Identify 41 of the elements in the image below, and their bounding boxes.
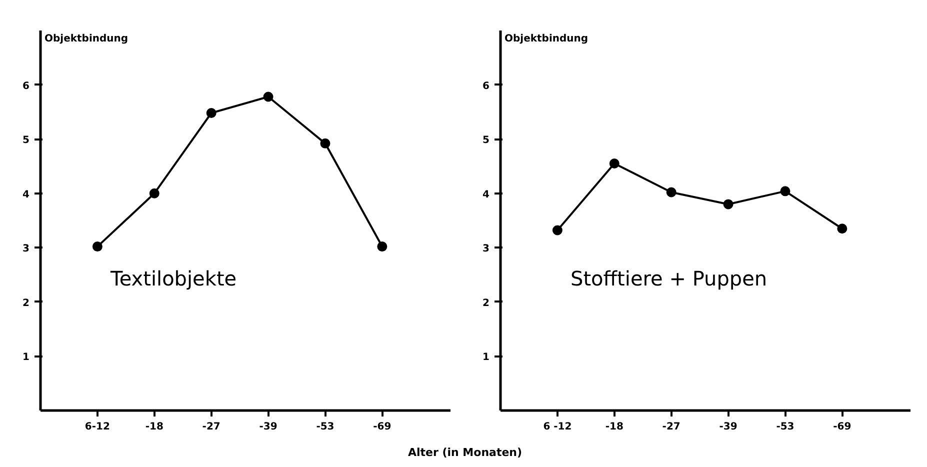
point (552, 225, 562, 236)
point (837, 224, 848, 234)
point (666, 187, 676, 198)
x-tick-label: -18 (145, 422, 164, 432)
y-tick-label: 4 (482, 189, 490, 200)
y-tick-label: 3 (482, 244, 490, 255)
y-tick-label: 4 (22, 189, 30, 200)
x-axis-title: Alter (in Monaten) (408, 445, 522, 461)
y-tick-label: 5 (22, 135, 30, 146)
point (263, 92, 274, 102)
x-tick-label: -18 (605, 422, 624, 432)
point (609, 158, 620, 168)
y-tick-label: 6 (482, 80, 490, 92)
y-tick-label: 1 (482, 352, 490, 364)
y-tick-label: 2 (482, 298, 490, 309)
annotation: Stofftiere + Puppen (570, 266, 768, 290)
x-tick-label: -27 (662, 422, 680, 432)
x-tick-label: -27 (202, 422, 220, 432)
y-tick-label: 5 (482, 135, 490, 146)
y-tick-label: 6 (22, 80, 30, 92)
x-tick-label: 6-12 (84, 422, 110, 432)
x-tick-label: -53 (316, 422, 334, 432)
y-tick-label: 3 (22, 244, 30, 255)
y-axis-title: Objektbindung (44, 34, 128, 44)
y-axis-title: Objektbindung (504, 34, 588, 44)
x-tick-label: 6 -12 (543, 422, 572, 432)
point (92, 242, 102, 252)
x-tick-label: -69 (833, 422, 852, 432)
y-tick-label: 2 (22, 298, 30, 309)
point (780, 186, 790, 196)
x-tick-label: -39 (719, 422, 738, 432)
x-tick-label: -53 (776, 422, 794, 432)
point (320, 138, 330, 148)
annotation: Textilobjekte (110, 266, 237, 290)
point (206, 108, 216, 118)
x-tick-label: -69 (373, 422, 392, 432)
y-tick-label: 1 (22, 352, 30, 364)
x-tick-label: -39 (259, 422, 278, 432)
point (377, 242, 388, 252)
point (723, 199, 734, 210)
point (149, 188, 160, 198)
